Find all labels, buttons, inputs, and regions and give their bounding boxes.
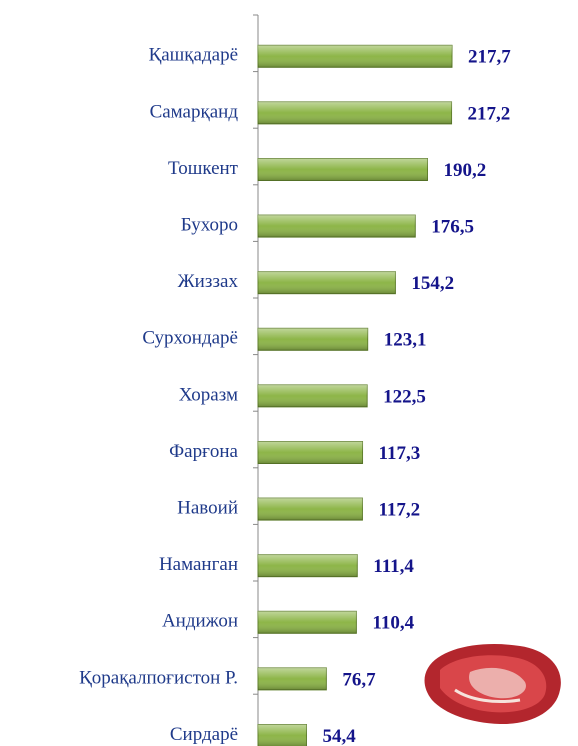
bar-shine [258, 101, 452, 124]
value-label: 54,4 [322, 726, 356, 746]
bar-shine [258, 554, 358, 577]
bar-shine [258, 158, 428, 181]
category-label: Сирдарё [170, 724, 238, 745]
value-label: 117,3 [379, 443, 421, 464]
category-label: Наманган [159, 554, 238, 575]
value-label: 154,2 [411, 273, 454, 294]
bar-shine [258, 441, 363, 464]
value-label: 217,2 [468, 103, 511, 124]
bar-shine [258, 667, 327, 690]
category-label: Фарғона [169, 441, 238, 462]
category-label: Сурхондарё [142, 328, 238, 349]
category-label: Андижон [162, 611, 238, 632]
bar-shine [258, 215, 416, 238]
category-label: Навоий [177, 497, 238, 518]
value-label: 111,4 [373, 556, 414, 577]
value-label: 190,2 [443, 160, 486, 181]
bar-shine [258, 45, 452, 68]
category-label: Бухоро [181, 214, 238, 235]
value-label: 117,2 [378, 499, 420, 520]
category-label: Жиззах [178, 271, 239, 292]
category-label: Хоразм [179, 384, 238, 405]
bar-shine [258, 611, 357, 634]
bar-shine [258, 498, 363, 521]
value-label: 122,5 [383, 386, 426, 407]
value-label: 76,7 [342, 669, 376, 690]
bar-shine [258, 328, 368, 351]
bar-shine [258, 724, 307, 746]
category-label: Самарқанд [150, 101, 239, 122]
category-label: Қашқадарё [149, 45, 238, 66]
meat-illustration [424, 644, 561, 725]
value-label: 110,4 [372, 613, 414, 634]
value-label: 217,7 [468, 47, 511, 68]
category-label: Тошкент [168, 158, 239, 179]
category-label: Қорақалпоғистон Р. [79, 667, 238, 688]
bar-shine [258, 271, 396, 294]
value-label: 123,1 [384, 330, 427, 351]
value-label: 176,5 [431, 216, 474, 237]
bar-shine [258, 384, 368, 407]
